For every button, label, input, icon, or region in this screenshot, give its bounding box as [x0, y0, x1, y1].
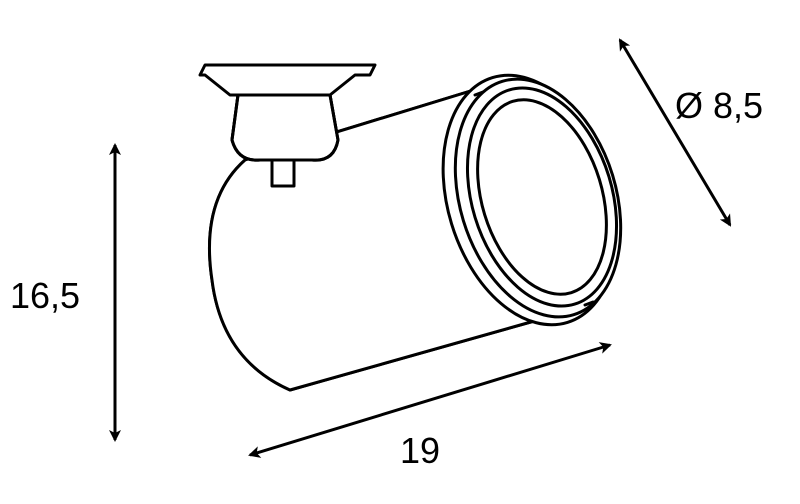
spotlight-body	[200, 54, 648, 390]
mount-stem-front	[272, 158, 294, 186]
dim-diameter-line	[620, 40, 730, 225]
mount-track-plate	[200, 65, 375, 95]
dim-height-label: 16,5	[10, 275, 80, 317]
dim-width-label: 19	[400, 430, 440, 472]
technical-drawing: 16,5 19 Ø 8,5	[0, 0, 800, 504]
drawing-svg	[0, 0, 800, 504]
dim-diameter-label: Ø 8,5	[675, 85, 763, 127]
